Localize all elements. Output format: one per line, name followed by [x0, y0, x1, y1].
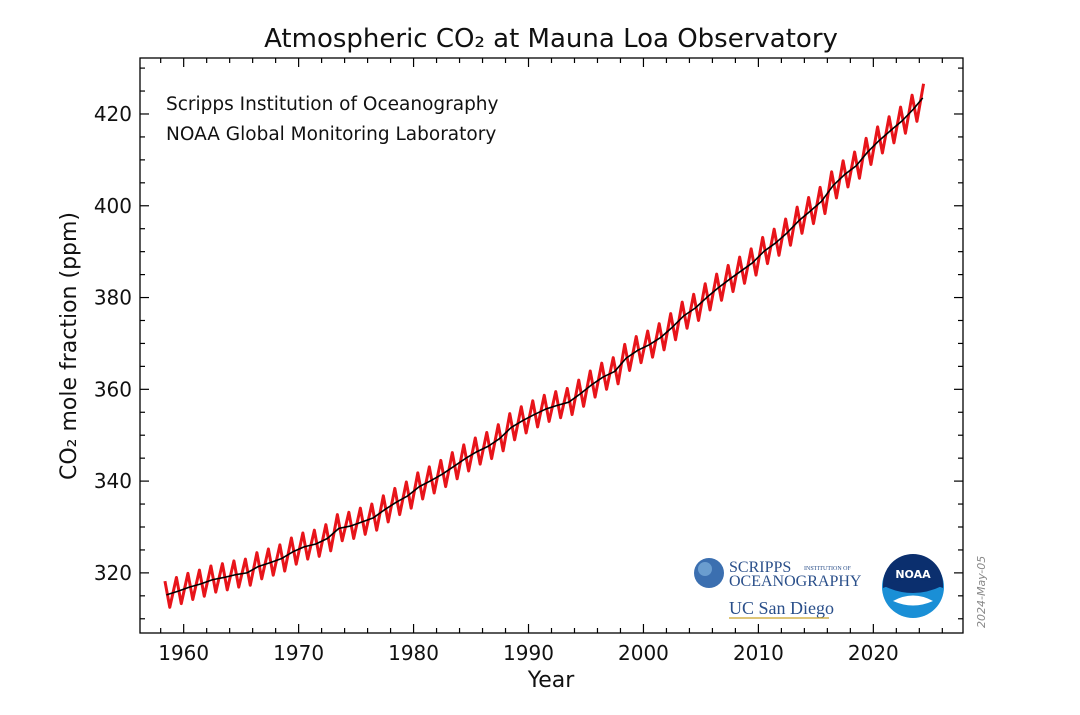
logo-text: SCRIPPS: [729, 559, 791, 576]
logo-text: NOAA: [895, 568, 931, 581]
logo-text: INSTITUTION OF: [804, 566, 851, 572]
y-tick-label: 340: [94, 469, 132, 493]
scripps-logo: SCRIPPS INSTITUTION OF OCEANOGRAPHY UC S…: [694, 558, 862, 619]
x-tick-label: 2000: [618, 641, 669, 665]
y-tick-label: 380: [94, 286, 132, 310]
noaa-logo: NOAA: [882, 554, 944, 618]
y-tick-label: 400: [94, 194, 132, 218]
date-stamp: 2024-May-05: [975, 556, 988, 628]
noaa-band: [884, 579, 942, 593]
x-tick-label: 1980: [388, 641, 439, 665]
x-tick-label: 1960: [158, 641, 209, 665]
globe-highlight: [698, 562, 712, 576]
x-tick-label: 1990: [503, 641, 554, 665]
y-tick-label: 360: [94, 377, 132, 401]
x-tick-label: 2010: [733, 641, 784, 665]
y-tick-label: 420: [94, 102, 132, 126]
y-axis-label: CO₂ mole fraction (ppm): [57, 212, 82, 480]
logo-text: OCEANOGRAPHY: [729, 573, 862, 590]
x-tick-label: 2020: [848, 641, 899, 665]
logo-text: UC San Diego: [729, 598, 834, 618]
series-line: [166, 97, 924, 596]
x-axis-label: Year: [527, 668, 576, 693]
annotation: NOAA Global Monitoring Laboratory: [166, 124, 496, 145]
y-tick-label: 320: [94, 561, 132, 585]
annotation: Scripps Institution of Oceanography: [166, 94, 499, 115]
x-tick-label: 1970: [273, 641, 324, 665]
noaa-top: [883, 554, 943, 588]
series-line: [163, 83, 926, 609]
noaa-bird: [893, 595, 933, 606]
chart-title: Atmospheric CO₂ at Mauna Loa Observatory: [264, 24, 838, 54]
